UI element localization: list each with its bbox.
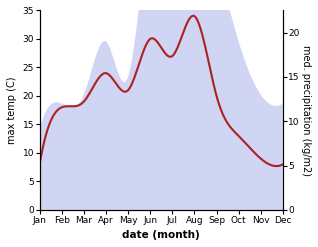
Y-axis label: max temp (C): max temp (C) bbox=[7, 76, 17, 144]
X-axis label: date (month): date (month) bbox=[122, 230, 200, 240]
Y-axis label: med. precipitation (kg/m2): med. precipitation (kg/m2) bbox=[301, 45, 311, 176]
